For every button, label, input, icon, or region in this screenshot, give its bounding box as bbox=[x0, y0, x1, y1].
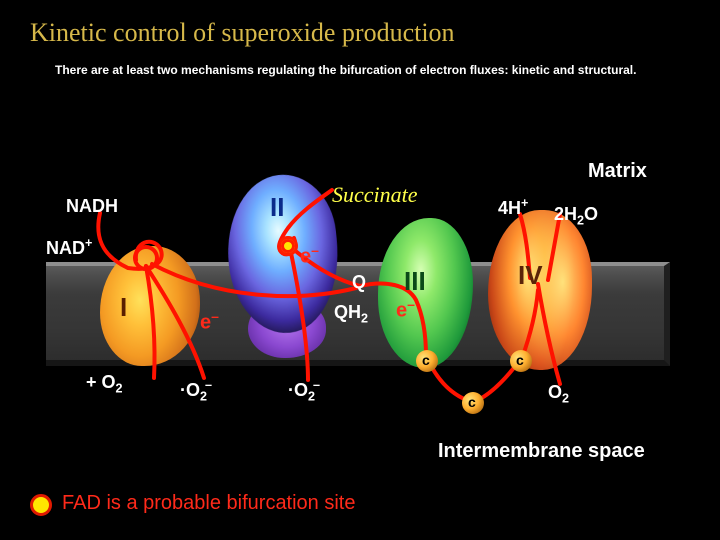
fad-site-complex-II bbox=[278, 236, 298, 256]
cytc-c-label: c bbox=[516, 352, 524, 368]
4h-label: 4H+ bbox=[498, 196, 528, 219]
nadh-label: NADH bbox=[66, 196, 118, 217]
cytc-b-label: c bbox=[468, 394, 476, 410]
e-minus-3: e– bbox=[396, 296, 415, 323]
2h2o-label: 2H2O bbox=[554, 204, 598, 228]
nadp-label: NAD+ bbox=[46, 236, 92, 259]
q-label: Q bbox=[352, 272, 366, 293]
o2minus-b-label: ·O2– bbox=[288, 378, 322, 404]
cytc-a-label: c bbox=[422, 352, 430, 368]
page-subtitle: There are at least two mechanisms regula… bbox=[55, 62, 645, 78]
complex-IV-label: IV bbox=[518, 260, 543, 291]
complex-II-label: II bbox=[270, 192, 284, 223]
complex-III-label: III bbox=[404, 266, 426, 297]
qh2-label: QH2 bbox=[334, 302, 368, 326]
matrix-label: Matrix bbox=[588, 160, 647, 183]
succinate-label: Succinate bbox=[332, 182, 418, 208]
page-title: Kinetic control of superoxide production bbox=[30, 18, 455, 48]
o2minus-a-label: ·O2– bbox=[180, 378, 214, 404]
legend-text: FAD is a probable bifurcation site bbox=[62, 492, 356, 515]
legend-icon bbox=[30, 494, 52, 516]
plus-o2-label: + O2 bbox=[86, 372, 123, 396]
diagram-stage: Kinetic control of superoxide production… bbox=[0, 0, 720, 540]
e-minus-2: e– bbox=[300, 242, 319, 269]
complex-I-label: I bbox=[120, 292, 127, 323]
ims-label: Intermembrane space bbox=[438, 440, 645, 463]
o2-label: O2 bbox=[548, 382, 569, 406]
e-minus-1: e– bbox=[200, 308, 219, 335]
